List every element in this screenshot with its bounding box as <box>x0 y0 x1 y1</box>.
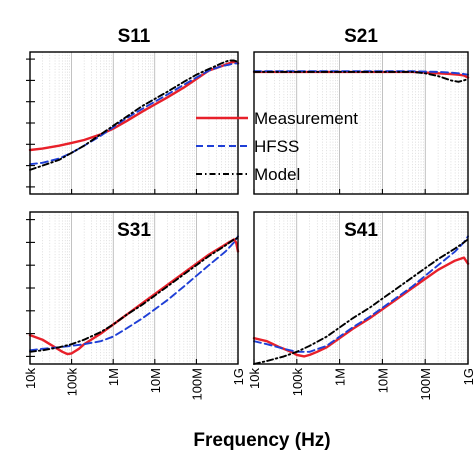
legend-entry-hfss: HFSS <box>196 137 299 156</box>
panel-background <box>254 212 468 364</box>
series-model-s41 <box>253 238 469 365</box>
panel-frame <box>253 211 469 365</box>
x-tick-label: 1G <box>461 368 474 385</box>
series-hfss-s31 <box>29 235 239 352</box>
series-measurement-s41 <box>252 256 470 358</box>
panel-s31: S31 <box>26 211 240 365</box>
panel-background <box>30 212 238 364</box>
x-axis-label: Frequency (Hz) <box>193 430 330 451</box>
x-tick-label: 100M <box>418 368 433 401</box>
panel-title: S11 <box>118 26 151 47</box>
series-model-s31 <box>29 236 239 353</box>
panel-title: S41 <box>344 220 378 241</box>
x-tick-label: 10M <box>148 368 163 393</box>
x-tick-label: 10M <box>375 368 390 393</box>
x-tick-label: 100M <box>189 368 204 401</box>
series-measurement-s11 <box>28 60 240 152</box>
legend-label: Model <box>254 165 300 184</box>
panel-grid <box>253 212 469 364</box>
panel-frame <box>253 51 469 195</box>
series-model-s11 <box>29 59 239 171</box>
panel-s41: S41 <box>252 211 470 365</box>
panel-grid <box>29 52 239 194</box>
series-hfss-s11 <box>29 62 239 166</box>
x-tick-label: 100k <box>65 368 80 397</box>
panel-title: S31 <box>117 220 151 241</box>
panel-title: S21 <box>344 26 378 47</box>
panel-s11: S11 <box>26 26 240 195</box>
legend: Measurement HFSS Model <box>196 109 358 184</box>
x-tick-label: 10k <box>23 368 38 389</box>
x-tick-label: 1G <box>231 368 246 385</box>
legend-label: Measurement <box>254 109 358 128</box>
series-model-s21 <box>253 70 469 83</box>
series-hfss-s41 <box>253 235 469 353</box>
legend-entry-measurement: Measurement <box>196 109 358 128</box>
x-tick-labels: 10k 100k 1M 10M 100M 1G 10k 100k 1M 10M 100M 1G <box>23 368 474 401</box>
legend-entry-model: Model <box>196 165 300 184</box>
x-tick-label: 1M <box>106 368 121 386</box>
x-tick-label: 1M <box>333 368 348 386</box>
panels-layer: S11 S21 S31 S41 <box>26 26 470 365</box>
panel-s21: S21 <box>252 26 470 195</box>
x-tick-label: 10k <box>247 368 262 389</box>
x-tick-label: 100k <box>290 368 305 397</box>
legend-label: HFSS <box>254 137 299 156</box>
